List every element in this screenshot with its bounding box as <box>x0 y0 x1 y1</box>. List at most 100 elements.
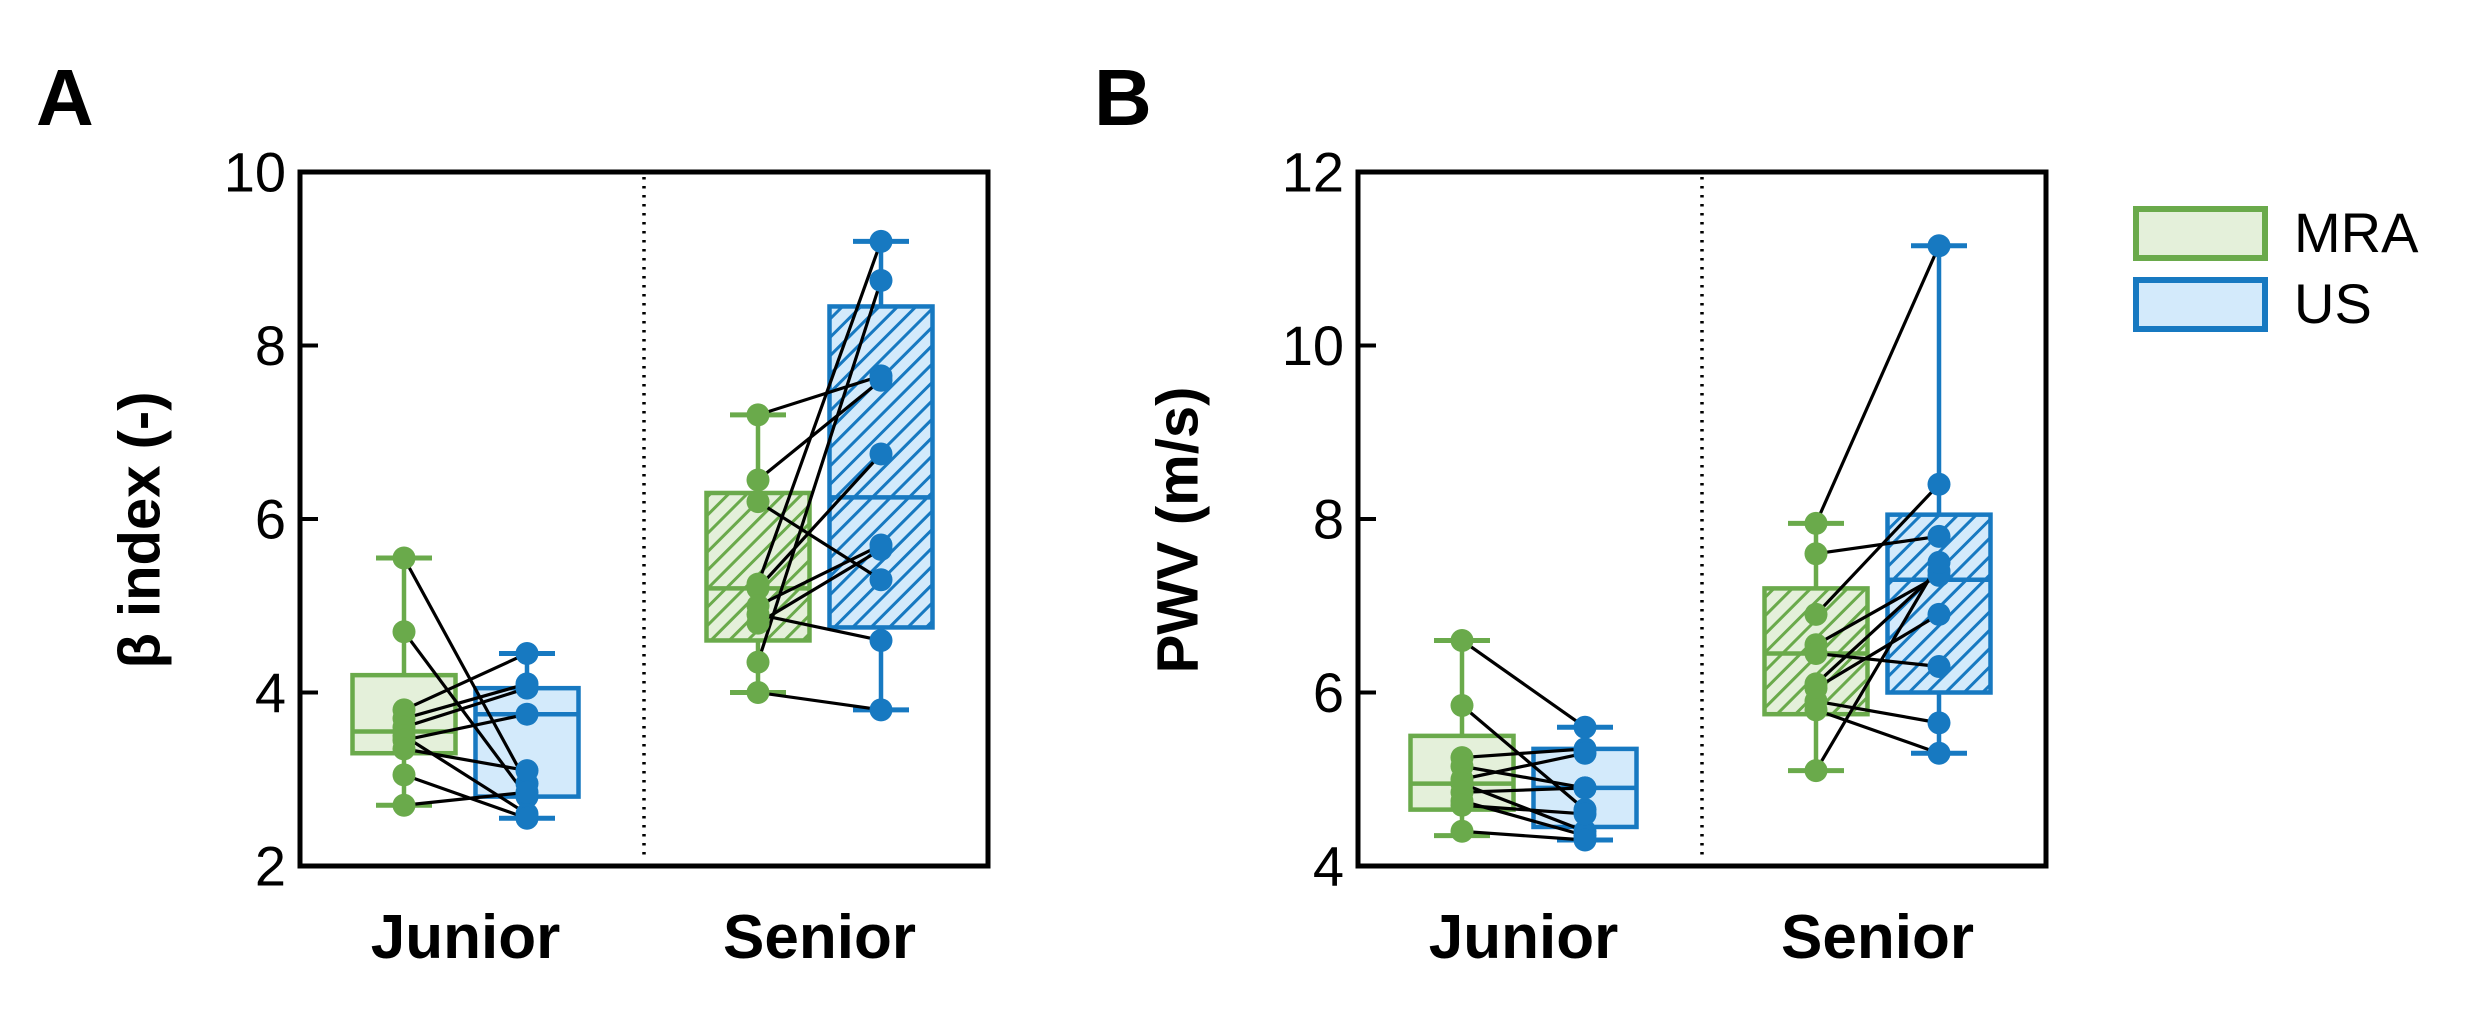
pair-line <box>756 378 883 482</box>
data-point-us <box>1927 472 1951 496</box>
data-point-us <box>515 759 539 783</box>
pair-line <box>403 790 528 807</box>
pair-line <box>403 682 528 721</box>
y-tick-label: 6 <box>1313 661 1344 724</box>
pair-line <box>756 240 883 585</box>
pair-line <box>403 747 528 773</box>
y-tick-label: 6 <box>255 488 286 551</box>
data-point-us <box>515 702 539 726</box>
legend-row-us: US <box>2133 276 2418 332</box>
x-category-label: Junior <box>371 903 560 972</box>
legend: MRA US <box>2133 205 2418 347</box>
data-point-mra <box>1804 698 1828 722</box>
data-point-us <box>515 780 539 804</box>
pair-line <box>403 712 528 742</box>
data-point-us <box>869 537 893 561</box>
legend-label-mra: MRA <box>2294 201 2419 264</box>
data-points-senior <box>746 229 893 722</box>
data-point-us <box>1927 524 1951 548</box>
data-point-mra <box>1804 602 1828 626</box>
legend-row-mra: MRA <box>2133 205 2418 261</box>
pair-lines-senior <box>756 240 883 712</box>
y-tick-label: 10 <box>1282 314 1344 377</box>
pair-line <box>757 690 882 712</box>
data-point-us <box>1573 741 1597 765</box>
panel-letter-b: B <box>1094 53 1152 142</box>
data-point-us <box>1927 602 1951 626</box>
data-point-mra <box>392 546 416 570</box>
data-point-mra <box>1450 793 1474 817</box>
pair-line <box>756 452 883 590</box>
y-tick-label: 8 <box>255 314 286 377</box>
data-point-mra <box>1804 641 1828 665</box>
pair-line <box>1815 613 1940 690</box>
pair-line <box>1461 639 1586 729</box>
data-point-mra <box>1804 511 1828 535</box>
data-point-us <box>1573 802 1597 826</box>
pair-line <box>1814 483 1941 616</box>
x-category-label: Senior <box>1781 903 1974 972</box>
pair-line <box>403 773 528 820</box>
pair-line <box>1814 245 1941 524</box>
data-point-us <box>1927 711 1951 735</box>
pair-line <box>1814 569 1941 686</box>
pair-line <box>403 652 528 712</box>
y-tick-label: 4 <box>1313 835 1344 898</box>
data-point-us <box>1573 828 1597 852</box>
pair-line <box>756 279 883 663</box>
data-point-mra <box>392 763 416 787</box>
y-axis-label-beta-index: β index (-) <box>107 391 173 669</box>
x-category-label: Senior <box>723 903 916 972</box>
data-point-mra <box>746 576 770 600</box>
data-points-senior <box>1804 234 1951 783</box>
data-point-us <box>869 229 893 253</box>
pair-line <box>1461 829 1586 842</box>
y-tick-label: 2 <box>255 835 286 898</box>
y-tick-label: 10 <box>224 141 286 204</box>
boxplot-senior-us <box>827 238 935 713</box>
data-point-us <box>515 641 539 665</box>
data-points-junior <box>392 546 539 830</box>
pair-line <box>403 686 528 729</box>
data-point-mra <box>1450 819 1474 843</box>
data-point-mra <box>1450 628 1474 652</box>
data-point-mra <box>392 793 416 817</box>
data-point-mra <box>746 403 770 427</box>
data-point-mra <box>1804 542 1828 566</box>
pair-lines-junior <box>402 557 529 820</box>
y-axis-label-pwv: PWV (m/s) <box>1145 386 1211 674</box>
pair-line <box>1815 699 1940 725</box>
data-point-mra <box>746 681 770 704</box>
data-point-us <box>869 698 893 722</box>
data-point-us <box>869 268 893 292</box>
data-point-us <box>1927 741 1951 765</box>
pair-line <box>1815 708 1940 755</box>
pair-line <box>757 547 882 625</box>
pair-line <box>1461 751 1586 781</box>
data-points-junior <box>1450 628 1597 852</box>
pair-line <box>757 374 882 417</box>
data-point-us <box>1573 776 1597 800</box>
pair-line <box>1815 573 1940 647</box>
data-point-us <box>515 806 539 830</box>
pair-line <box>402 557 529 785</box>
legend-swatch-mra <box>2133 205 2268 261</box>
pair-line <box>1461 803 1586 816</box>
legend-label-us: US <box>2294 272 2372 335</box>
data-point-us <box>869 568 893 592</box>
pair-line <box>757 500 882 582</box>
pair-line <box>1814 561 1941 772</box>
data-point-us <box>869 628 893 652</box>
pair-lines-junior <box>1460 639 1587 842</box>
data-point-us <box>515 676 539 700</box>
panel-letter-a: A <box>36 53 94 142</box>
data-point-us <box>869 368 893 392</box>
pair-line <box>403 734 528 816</box>
panel-a: Junior Senior 2 4 6 8 10 <box>224 141 991 972</box>
pair-line <box>1460 704 1587 811</box>
data-point-mra <box>1450 694 1474 718</box>
pair-lines-senior <box>1814 245 1941 772</box>
data-point-us <box>1927 550 1951 574</box>
pair-line <box>1461 786 1586 794</box>
